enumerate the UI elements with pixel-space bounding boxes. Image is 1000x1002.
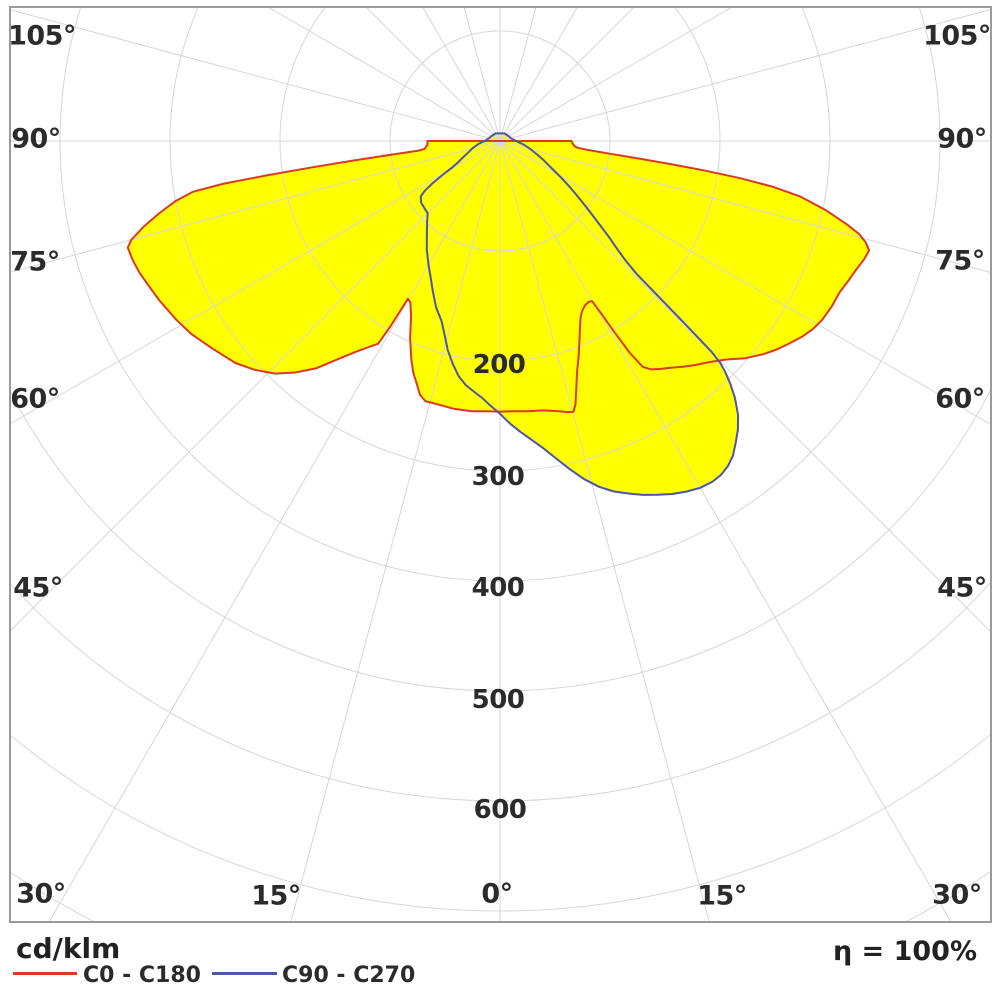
grid-ray <box>499 140 990 425</box>
grid-ray <box>499 140 990 273</box>
radial-scale-label: 400 <box>472 573 525 603</box>
grid-ring <box>279 8 721 362</box>
grid-ray <box>290 140 501 921</box>
grid-ray <box>11 140 501 273</box>
angle-labels: 105° 90° 75° 60° 45° 30° 15° 0° 15° 30° 45° 60° 75° 9… <box>8 21 991 912</box>
legend-line-c0-c180 <box>13 972 77 975</box>
radial-scale-label: 300 <box>472 462 525 492</box>
angle-label: 90° <box>937 124 987 155</box>
grid-ray <box>49 140 501 921</box>
grid-ring <box>11 389 990 692</box>
angle-label: 30° <box>16 879 66 910</box>
grid-ray <box>11 140 501 424</box>
angle-label: 15° <box>697 881 747 912</box>
grid-ray <box>268 8 501 142</box>
grid-ring <box>169 8 831 472</box>
angle-label: 60° <box>935 384 985 415</box>
angle-label: 30° <box>932 880 982 911</box>
grid-ring <box>11 734 990 912</box>
distribution-fill <box>127 133 870 495</box>
radial-scale-label: 600 <box>474 795 527 825</box>
angle-label: 0° <box>481 879 512 910</box>
radial-scale-label: 200 <box>473 350 526 380</box>
grid-ray <box>499 140 710 921</box>
plot-border <box>9 6 992 923</box>
grid-ray <box>499 9 990 142</box>
angle-label: 45° <box>937 573 987 604</box>
curve-c0-c180 <box>126 140 871 414</box>
angle-label: 15° <box>251 881 301 912</box>
angle-label: 60° <box>10 384 60 415</box>
legend-label-c90-c270: C90 - C270 <box>282 963 416 988</box>
units-label: cd/klm <box>16 932 121 965</box>
angle-label: 105° <box>923 21 991 52</box>
grid-ring <box>11 582 990 802</box>
legend-line-c90-c270 <box>212 972 277 975</box>
grid-ray <box>11 140 501 631</box>
grid-ray <box>499 8 732 142</box>
efficiency-label: η = 100% <box>832 936 977 967</box>
angle-label: 105° <box>8 21 76 52</box>
curve-c90-c270 <box>419 132 740 496</box>
grid-ring <box>389 30 611 252</box>
radial-scale-label: 500 <box>472 685 525 715</box>
grid-ray <box>11 9 501 142</box>
grid-ray <box>499 140 951 921</box>
grid-ring <box>59 8 941 582</box>
angle-label: 45° <box>13 573 63 604</box>
angle-label: 75° <box>10 247 60 278</box>
angle-label: 75° <box>935 246 985 277</box>
radial-scale-labels: 200 300 400 500 600 <box>472 350 527 825</box>
grid-ray <box>499 140 990 632</box>
legend-label-c0-c180: C0 - C180 <box>83 963 201 988</box>
angle-label: 90° <box>11 124 61 155</box>
